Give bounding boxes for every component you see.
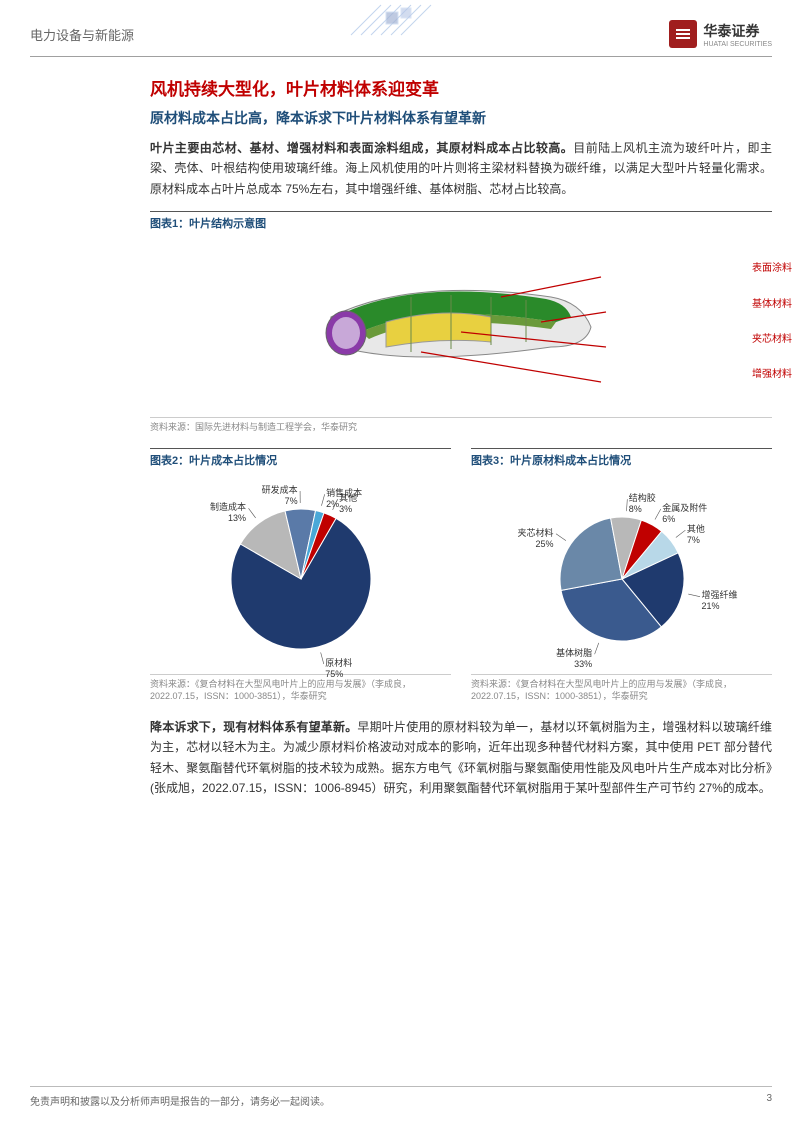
- fig2-source: 资料来源：《复合材料在大型风电叶片上的应用与发展》（李成良，2022.07.15…: [150, 674, 451, 703]
- header-category: 电力设备与新能源: [30, 25, 134, 44]
- brand-sub: HUATAI SECURITIES: [703, 41, 772, 48]
- header-decoration: [341, 0, 461, 45]
- fig2-pie: 原材料75%制造成本13%研发成本7%销售成本2%其他3%: [150, 474, 451, 674]
- para2-bold: 降本诉求下，现有材料体系有望革新。: [150, 720, 357, 734]
- paragraph-2: 降本诉求下，现有材料体系有望革新。早期叶片使用的原材料较为单一，基材以环氧树脂为…: [150, 717, 772, 799]
- fig3-source: 资料来源：《复合材料在大型风电叶片上的应用与发展》（李成良，2022.07.15…: [471, 674, 772, 703]
- footer-disclaimer: 免责声明和披露以及分析师声明是报告的一部分，请务必一起阅读。: [30, 1093, 330, 1108]
- fig1-diagram: 表面涂料 基体材料 夹芯材料 增强材料: [150, 237, 772, 417]
- title-sub: 原材料成本占比高，降本诉求下叶片材料体系有望革新: [150, 108, 772, 128]
- fig1-source: 资料来源：国际先进材料与制造工程学会，华泰研究: [150, 417, 772, 434]
- page-number: 3: [766, 1093, 772, 1108]
- logo-icon: [669, 20, 697, 48]
- callout-surface: 表面涂料: [752, 259, 792, 274]
- fig3-title: 图表3：叶片原材料成本占比情况: [471, 448, 772, 468]
- brand-name: 华泰证券: [703, 21, 772, 41]
- title-main: 风机持续大型化，叶片材料体系迎变革: [150, 75, 772, 100]
- callout-reinforce: 增强材料: [752, 365, 792, 380]
- para1-bold: 叶片主要由芯材、基材、增强材料和表面涂料组成，其原材料成本占比较高。: [150, 141, 573, 155]
- brand-logo: 华泰证券 HUATAI SECURITIES: [669, 20, 772, 48]
- fig3-pie: 增强纤维21%基体树脂33%夹芯材料25%结构胶8%金属及附件6%其他7%: [471, 474, 772, 674]
- fig2-title: 图表2：叶片成本占比情况: [150, 448, 451, 468]
- callout-matrix: 基体材料: [752, 295, 792, 310]
- callout-core: 夹芯材料: [752, 330, 792, 345]
- paragraph-1: 叶片主要由芯材、基材、增强材料和表面涂料组成，其原材料成本占比较高。目前陆上风机…: [150, 138, 772, 199]
- fig1-title: 图表1：叶片结构示意图: [150, 211, 772, 231]
